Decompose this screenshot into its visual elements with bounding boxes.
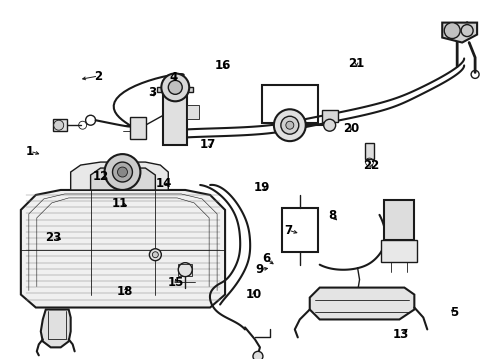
Polygon shape: [90, 168, 155, 190]
Polygon shape: [321, 110, 337, 122]
Polygon shape: [309, 288, 413, 319]
Text: 12: 12: [93, 170, 109, 183]
Circle shape: [161, 73, 189, 101]
Bar: [384, 200, 413, 240]
Text: 9: 9: [254, 263, 263, 276]
Text: 23: 23: [45, 231, 61, 244]
Bar: [381, 240, 416, 262]
Polygon shape: [157, 87, 193, 92]
Circle shape: [280, 116, 298, 134]
Text: 15: 15: [168, 276, 184, 289]
Text: 17: 17: [200, 138, 216, 150]
Bar: [187, 105, 199, 119]
Circle shape: [252, 351, 263, 360]
Text: 4: 4: [169, 71, 178, 84]
Bar: [281, 208, 317, 252]
Text: 20: 20: [343, 122, 359, 135]
Circle shape: [112, 162, 132, 182]
Bar: [262, 85, 317, 123]
Circle shape: [323, 119, 335, 131]
Polygon shape: [71, 162, 168, 190]
Text: 19: 19: [253, 181, 269, 194]
Text: 16: 16: [214, 59, 230, 72]
Polygon shape: [41, 310, 71, 347]
Circle shape: [104, 154, 140, 190]
Text: 3: 3: [147, 86, 156, 99]
Circle shape: [178, 263, 192, 276]
Bar: [130, 117, 146, 139]
Bar: [178, 264, 192, 276]
Bar: [53, 119, 66, 131]
Text: 14: 14: [156, 177, 172, 190]
Bar: [364, 143, 374, 159]
Text: 18: 18: [117, 285, 133, 298]
Text: 2: 2: [94, 69, 102, 82]
Text: 13: 13: [391, 328, 407, 341]
Circle shape: [152, 252, 158, 258]
Text: 7: 7: [284, 224, 292, 237]
Text: 1: 1: [26, 145, 34, 158]
Text: 22: 22: [362, 159, 379, 172]
Text: 6: 6: [262, 252, 270, 265]
Circle shape: [54, 120, 63, 130]
Circle shape: [443, 23, 459, 39]
Circle shape: [117, 167, 127, 177]
Polygon shape: [441, 23, 476, 42]
Text: 11: 11: [112, 197, 128, 210]
Circle shape: [168, 80, 182, 94]
Text: 21: 21: [347, 57, 364, 70]
Polygon shape: [21, 190, 224, 307]
Circle shape: [285, 121, 293, 129]
Circle shape: [273, 109, 305, 141]
Text: 5: 5: [449, 306, 457, 319]
Text: 10: 10: [245, 288, 262, 301]
Bar: [163, 90, 187, 145]
Text: 8: 8: [327, 210, 336, 222]
Circle shape: [149, 249, 161, 261]
Circle shape: [460, 24, 472, 37]
